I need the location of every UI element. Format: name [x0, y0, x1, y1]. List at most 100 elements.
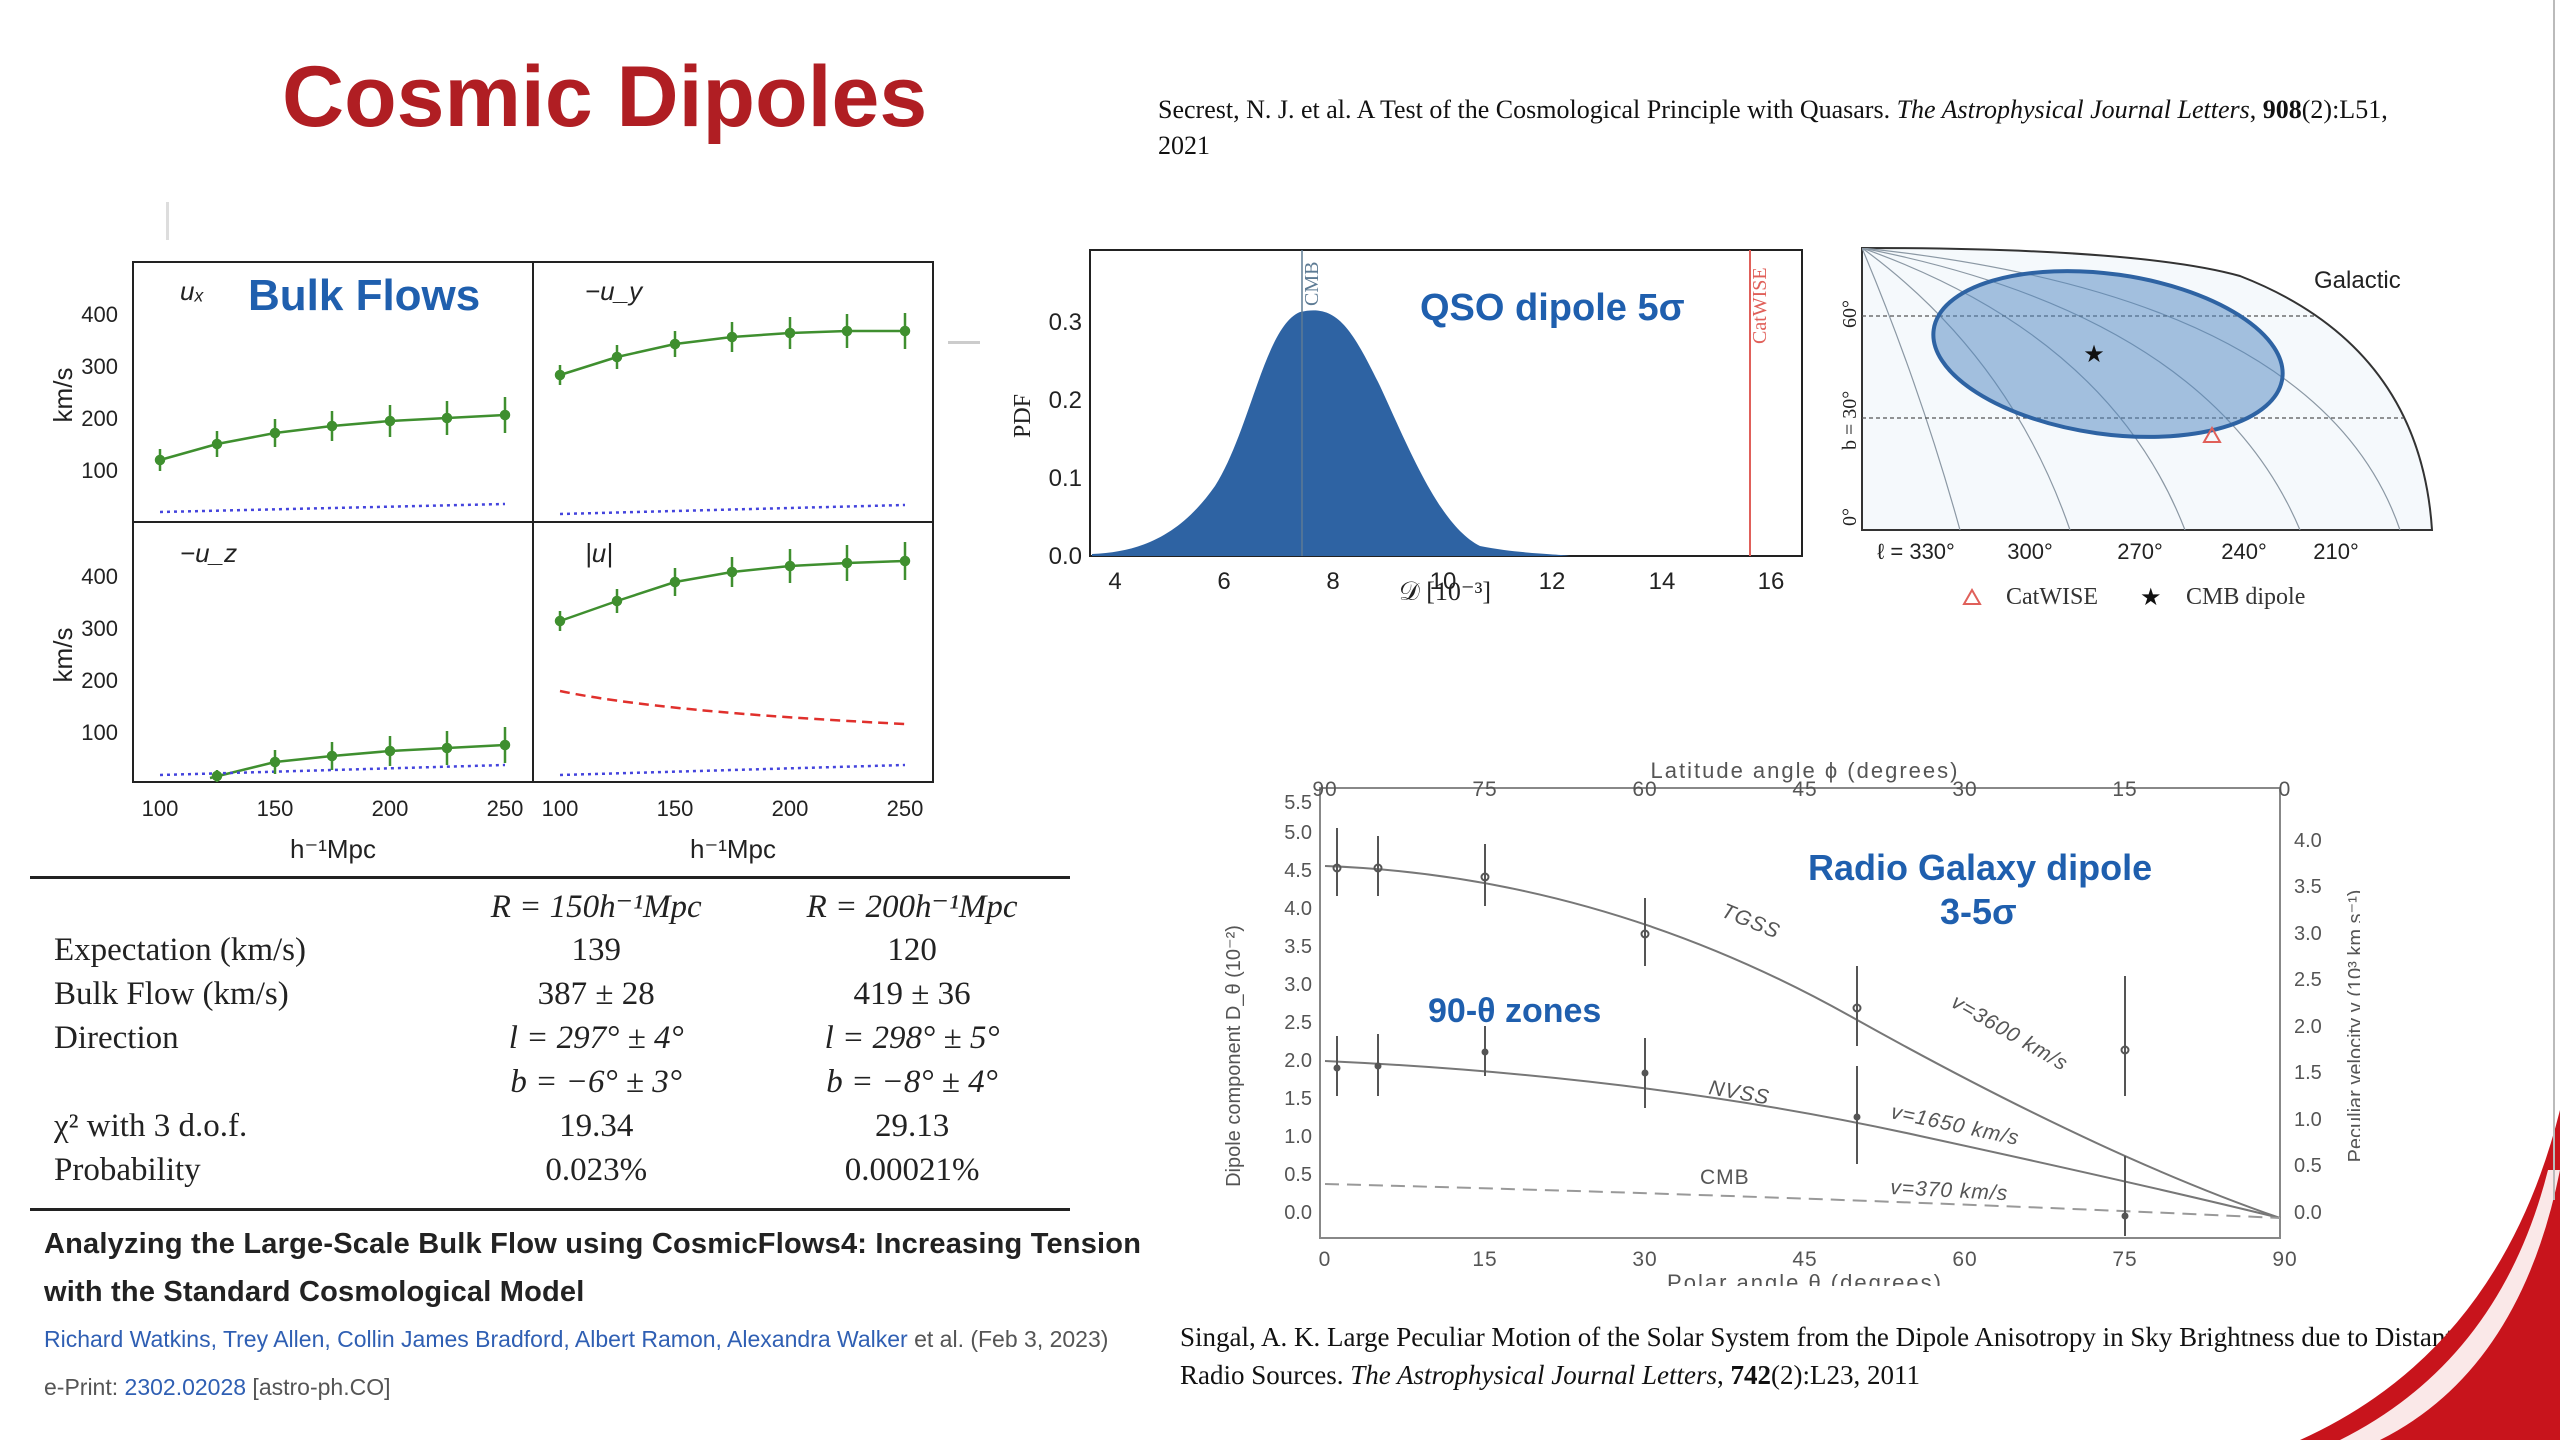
qso-ytick: 0.2 [1049, 387, 1082, 414]
table-cell: 19.34 [559, 1107, 634, 1144]
left-axis-label: Dipole component D_θ (10⁻²) [1223, 925, 1245, 1187]
singal-volume: 742 [1730, 1360, 1771, 1390]
top-tick: 60 [1632, 778, 1657, 801]
singal-journal: The Astrophysical Journal Letters [1350, 1360, 1717, 1390]
table-row: Bulk Flow (km/s) 387 ± 28 419 ± 36 [30, 972, 1070, 1016]
top-tick: 0 [2279, 778, 2292, 801]
bulk-xticks-right: 100 150 200 250 [542, 796, 924, 821]
corner-red-shape [2300, 1110, 2560, 1440]
left-tick: 3.0 [1284, 974, 1312, 996]
corner-white-swoosh [2340, 1170, 2560, 1440]
legend-cmb-label: CMB dipole [2186, 584, 2305, 610]
legend-catwise-icon [1962, 587, 1982, 605]
bulk-paper-authors: Richard Watkins, Trey Allen, Collin Jame… [44, 1326, 1108, 1353]
u-points [554, 542, 911, 631]
left-tick: 2.5 [1284, 1012, 1312, 1034]
bulk-flow-table-wrap: R = 150h⁻¹Mpc R = 200h⁻¹Mpc Expectation … [30, 884, 1070, 1192]
left-tick: 3.5 [1284, 936, 1312, 958]
bottom-tick: 45 [1792, 1248, 1817, 1271]
right-edge-rule [2553, 0, 2555, 1200]
table-row: Direction l = 297° ± 4° l = 298° ± 5° [30, 1016, 1070, 1060]
l-tick: 210° [2313, 539, 2359, 564]
table-header-cell: R = 150h⁻¹Mpc [490, 889, 702, 925]
xtick-l-150: 150 [257, 796, 294, 821]
table-header-cell [30, 884, 438, 928]
u-expected-line [559, 763, 906, 777]
panel-ux-label: uₓ [180, 276, 204, 306]
ytick-bot-100: 100 [81, 720, 118, 745]
table-top-rule [30, 876, 1070, 879]
bottom-tick: 90 [2272, 1248, 2297, 1271]
qso-pdf-histogram [1092, 310, 1570, 556]
table-cell: χ² with 3 d.o.f. [54, 1107, 248, 1144]
bottom-tick: 0 [1319, 1248, 1332, 1271]
qso-dipole-chart: CMB CatWISE QSO dipole 5σ 0.0 0.1 0.2 0.… [1000, 236, 1820, 616]
l-tick: 270° [2117, 539, 2163, 564]
decor-tick [166, 202, 169, 240]
panel-u-frame [532, 521, 934, 783]
qso-xtick: 6 [1217, 568, 1230, 595]
qso-ytick: 0.1 [1049, 465, 1082, 492]
nvss-points [1333, 1026, 2129, 1236]
tgss-velocity-label: v=3600 km/s [1948, 990, 2073, 1075]
ytick-bot-400: 400 [81, 564, 118, 589]
bulk-yticks-bottom: 100 200 300 400 [81, 564, 118, 745]
table-cell [30, 1060, 438, 1104]
eprint-link[interactable]: 2302.02028 [124, 1374, 247, 1400]
radio-annotation-title: Radio Galaxy dipole [1808, 847, 2152, 888]
table-cell: l = 297° ± 4° [508, 1019, 684, 1056]
left-tick: 4.5 [1284, 860, 1312, 882]
author-links[interactable]: Richard Watkins, Trey Allen, Collin Jame… [44, 1326, 908, 1352]
singal-ref-text: Singal, A. K. Large Peculiar Motion of t… [1180, 1322, 2453, 1390]
bottom-axis-label: Polar angle θ (degrees) [1667, 1270, 1943, 1286]
xtick-r-100: 100 [542, 796, 579, 821]
table-cell: 139 [571, 931, 621, 968]
left-tick: 1.5 [1284, 1088, 1312, 1110]
l-tick: 300° [2007, 539, 2053, 564]
cmb-curve-label: CMB [1700, 1166, 1750, 1189]
legend-star-icon: ★ [2140, 584, 2162, 611]
left-tick: 4.0 [1284, 898, 1312, 920]
left-tick: 5.5 [1284, 792, 1312, 814]
xtick-r-150: 150 [657, 796, 694, 821]
radio-dipole-chart: Latitude angle ϕ (degrees) 90 75 60 45 3… [1223, 758, 2360, 1286]
legend-catwise-label: CatWISE [2006, 584, 2098, 610]
right-tick: 3.0 [2294, 923, 2322, 945]
right-tick: 3.5 [2294, 876, 2322, 898]
ytick-bot-300: 300 [81, 616, 118, 641]
qso-xlabel: 𝒟 [10⁻³] [1399, 577, 1491, 606]
nvss-label: NVSS [1707, 1076, 1771, 1109]
uy-points [554, 313, 911, 385]
bulk-ylabel-bottom: km/s [48, 628, 78, 683]
tgss-points [1332, 828, 2130, 1096]
bulk-yticks-top: 100 200 300 400 [81, 302, 118, 483]
l-tick: ℓ = 330° [1877, 539, 1955, 564]
nvss-velocity-label: v=1650 km/s [1889, 1100, 2022, 1150]
zones-annotation: 90-θ zones [1428, 992, 1601, 1030]
eprint-category: [astro-ph.CO] [246, 1374, 391, 1400]
table-cell: b = −6° ± 3° [510, 1063, 682, 1100]
left-tick: 0.5 [1284, 1164, 1312, 1186]
secrest-journal: The Astrophysical Journal Letters [1896, 95, 2250, 124]
nvss-curve [1324, 1060, 2281, 1219]
panel-u-label: |u| [585, 538, 613, 568]
table-cell: 0.00021% [844, 1151, 980, 1188]
right-tick: 1.5 [2294, 1062, 2322, 1084]
qso-xtick: 10 [1430, 568, 1457, 595]
right-tick: 4.0 [2294, 830, 2322, 852]
uy-expected-line [559, 503, 906, 516]
right-tick: 1.0 [2294, 1109, 2322, 1131]
l-ticks: ℓ = 330° 300° 270° 240° 210° [1877, 539, 2359, 564]
ytick-top-300: 300 [81, 354, 118, 379]
table-cell: Bulk Flow (km/s) [54, 975, 289, 1012]
dipole-confidence-ellipse [1931, 269, 2285, 439]
right-axis-label: Peculiar velocity v (10³ km s⁻¹) [2345, 890, 2360, 1163]
cmb-star-marker: ★ [2083, 341, 2105, 368]
qso-annotation: QSO dipole 5σ [1420, 287, 1685, 329]
ux-points [154, 397, 511, 471]
qso-ytick: 0.0 [1049, 543, 1082, 570]
meridian-line [1862, 248, 1961, 530]
b-axis-label: b = 30° [1840, 391, 1861, 450]
bottom-tick: 15 [1472, 1248, 1497, 1271]
top-tick: 15 [2112, 778, 2137, 801]
